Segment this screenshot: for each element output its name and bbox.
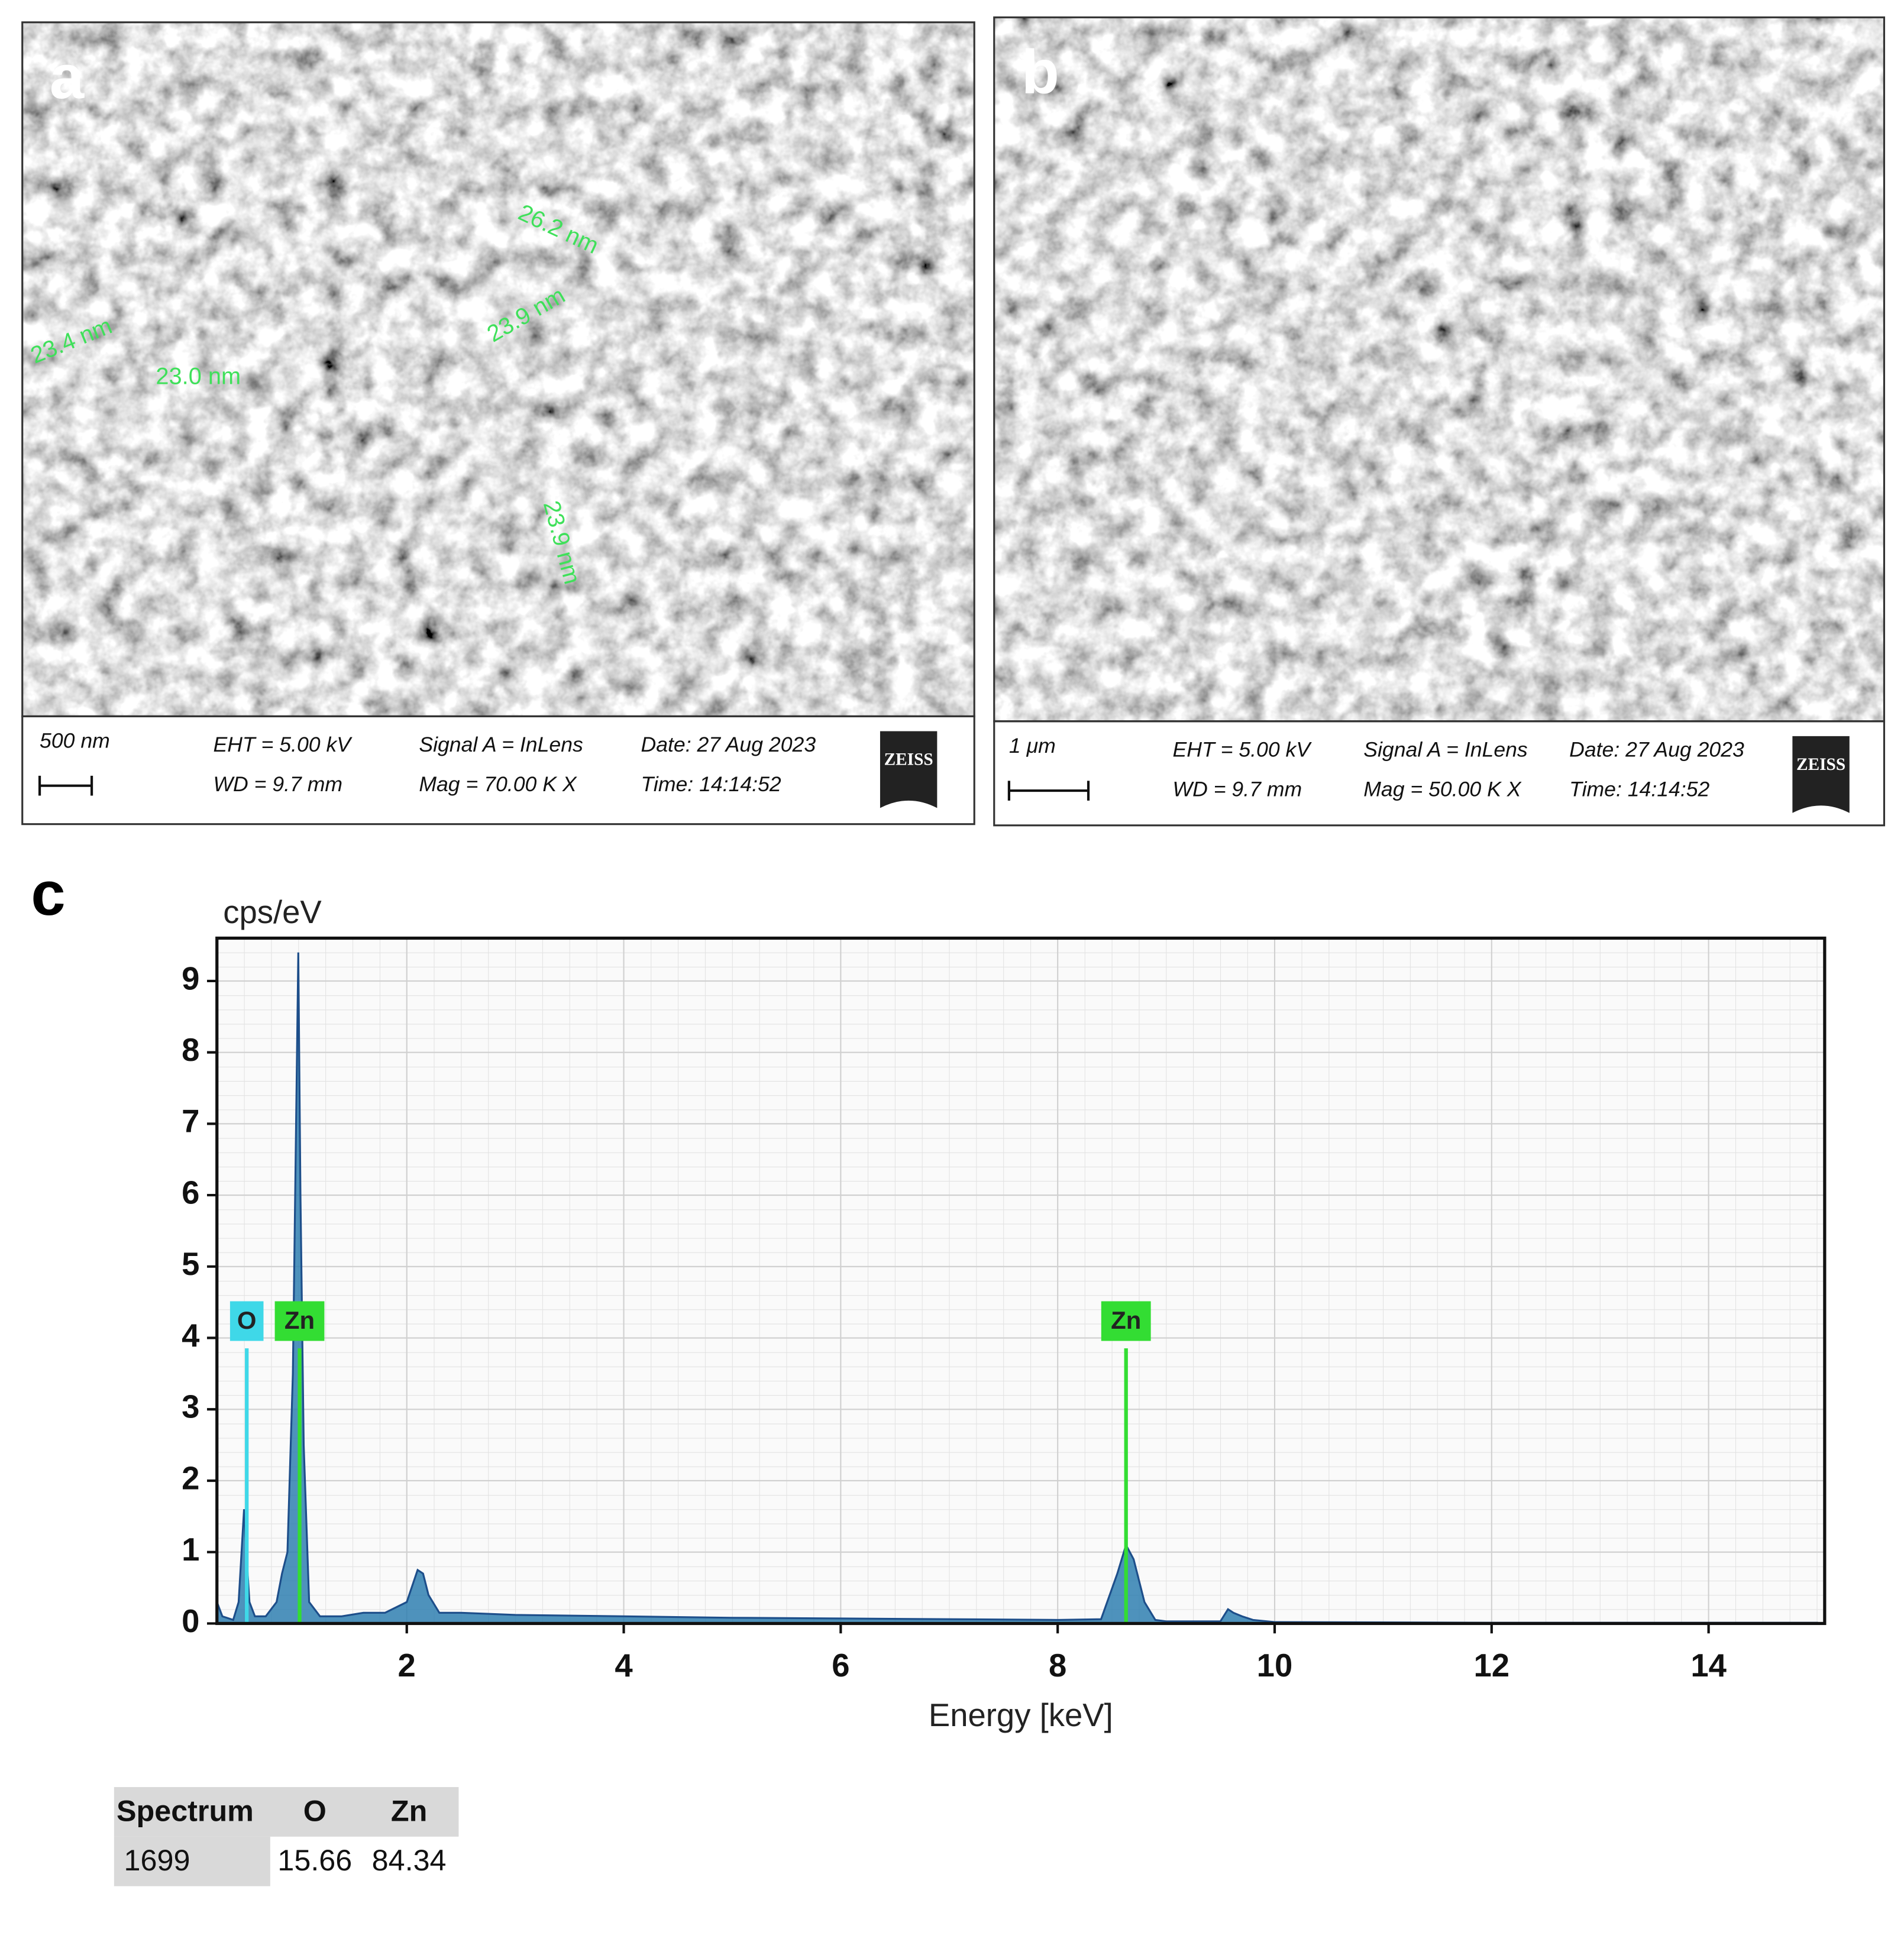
zeiss-logo [880, 731, 938, 808]
x-tick-label: 4 [615, 1647, 632, 1684]
zeiss-text: ZEISS [1796, 755, 1845, 774]
element-label: O [237, 1306, 257, 1334]
x-tick-label: 12 [1474, 1647, 1510, 1684]
y-tick-label: 1 [182, 1532, 199, 1568]
minor-grid [216, 938, 1825, 1624]
table-cell: 1699 [124, 1843, 190, 1877]
y-tick-label: 8 [182, 1032, 199, 1068]
y-tick-label: 6 [182, 1174, 199, 1210]
y-tick-label: 9 [182, 960, 199, 996]
table-cell: 15.66 [277, 1843, 352, 1877]
scale-bar [38, 775, 93, 796]
signal: Signal A = InLens [1363, 737, 1528, 761]
info-bar [21, 715, 975, 826]
element-tag [274, 1301, 325, 1341]
x-axis-label: Energy [keV] [929, 1697, 1113, 1733]
x-tick-label: 14 [1690, 1647, 1727, 1684]
y-tick-label: 5 [182, 1246, 199, 1282]
y-axis-label: cps/eV [223, 894, 322, 930]
x-tick-label: 8 [1049, 1647, 1066, 1684]
image-frame [993, 16, 1886, 723]
panel-label: b [1021, 38, 1059, 107]
scale-bar [1007, 781, 1090, 801]
measurement-label: 23.0 nm [156, 364, 241, 390]
table-header: Zn [391, 1794, 427, 1827]
element-tag [229, 1301, 264, 1341]
table-header: Spectrum [117, 1794, 254, 1827]
x-tick-label: 2 [398, 1647, 416, 1684]
scale-bar-label: 500 nm [40, 729, 110, 753]
y-tick-label: 3 [182, 1389, 199, 1425]
sem-image [994, 17, 1884, 721]
date: Date: 27 Aug 2023 [1569, 737, 1744, 761]
date: Date: 27 Aug 2023 [641, 733, 816, 756]
table-cell: 84.34 [372, 1843, 447, 1877]
table-header: O [303, 1794, 327, 1827]
plot-frame [215, 936, 1827, 1626]
sem-image [22, 22, 975, 717]
x-tick-label: 6 [832, 1647, 849, 1684]
image-frame [21, 21, 975, 717]
eht: EHT = 5.00 kV [1173, 737, 1313, 761]
signal: Signal A = InLens [419, 733, 583, 756]
y-tick-label: 0 [182, 1603, 199, 1639]
spectrum-area [216, 952, 1818, 1624]
y-tick-label: 7 [182, 1103, 199, 1140]
info-bar [993, 720, 1886, 827]
y-tick-label: 4 [182, 1318, 199, 1354]
wd: WD = 9.7 mm [213, 772, 342, 796]
element-label: Zn [1111, 1306, 1141, 1334]
table-cell-bg [114, 1836, 270, 1886]
zeiss-text: ZEISS [884, 750, 933, 769]
mag: Mag = 50.00 K X [1363, 777, 1521, 801]
zeiss-logo [1792, 736, 1850, 813]
scale-bar-label: 1 μm [1009, 734, 1056, 758]
element-tag [1101, 1301, 1151, 1341]
panel-label: c [31, 859, 65, 928]
time: Time: 14:14:52 [1569, 777, 1709, 801]
mag: Mag = 70.00 K X [419, 772, 577, 796]
table-header-bg [114, 1787, 459, 1837]
y-tick-label: 2 [182, 1460, 199, 1496]
panel-label: a [50, 43, 85, 112]
element-label: Zn [285, 1306, 315, 1334]
wd: WD = 9.7 mm [1173, 777, 1302, 801]
eht: EHT = 5.00 kV [213, 733, 353, 756]
time: Time: 14:14:52 [641, 772, 781, 796]
x-tick-label: 10 [1257, 1647, 1293, 1684]
